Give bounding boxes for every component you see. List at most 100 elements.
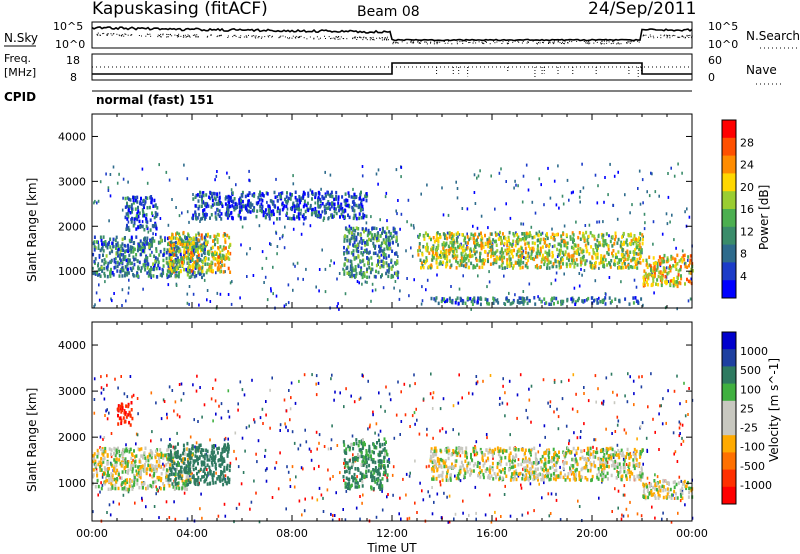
echo-cell — [652, 256, 655, 260]
noise-pixel — [559, 518, 562, 521]
noise-pixel — [573, 286, 576, 290]
echo-cell — [570, 297, 573, 301]
noise-pixel — [385, 385, 387, 389]
echo-cell — [221, 253, 224, 258]
echo-cell — [664, 269, 667, 274]
echo-cell — [672, 284, 675, 288]
echo-cell — [222, 234, 225, 238]
noise-pixel — [672, 431, 675, 435]
echo-cell — [455, 298, 458, 302]
echo-cell — [559, 248, 562, 252]
nsearch-dot — [174, 34, 176, 36]
echo-cell — [314, 192, 317, 196]
echo-cell — [444, 254, 447, 258]
nsearch-dot — [272, 35, 273, 37]
noise-pixel — [661, 422, 664, 426]
echo-cell — [583, 238, 586, 243]
echo-cell — [177, 238, 180, 242]
noise-pixel — [573, 431, 575, 435]
echo-cell — [174, 240, 177, 245]
echo-cell — [467, 258, 470, 263]
echo-cell — [617, 266, 620, 270]
noise-pixel — [676, 307, 678, 311]
noise-pixel — [279, 423, 282, 427]
echo-cell — [134, 207, 137, 211]
echo-cell — [216, 240, 219, 244]
echo-cell — [120, 267, 123, 272]
echo-cell — [652, 279, 655, 283]
echo-cell — [359, 233, 362, 237]
noise-pixel — [642, 462, 644, 466]
echo-cell — [640, 248, 643, 252]
noise-pixel — [654, 516, 656, 520]
noise-pixel — [448, 520, 451, 524]
echo-cell — [301, 214, 304, 219]
nsearch-dot — [149, 33, 151, 35]
echo-cell — [115, 243, 118, 247]
nsearch-dot — [337, 37, 339, 39]
noise-pixel — [224, 514, 227, 518]
echo-cell — [653, 264, 656, 269]
noise-pixel — [269, 242, 271, 246]
noise-pixel — [237, 465, 240, 469]
echo-cell — [140, 266, 143, 270]
echo-cell — [115, 246, 117, 250]
echo-cell — [93, 245, 96, 249]
nsearch-dot — [170, 33, 171, 35]
echo-cell — [669, 269, 672, 273]
nsearch-dot — [279, 36, 281, 38]
echo-cell — [649, 264, 652, 268]
echo-cell — [628, 254, 631, 258]
echo-cell — [130, 261, 133, 266]
echo-cell — [151, 211, 153, 215]
echo-cell — [293, 206, 296, 210]
nsearch-dot — [116, 33, 118, 35]
noise-pixel — [253, 479, 255, 483]
noise-pixel — [472, 224, 474, 228]
echo-cell — [191, 245, 194, 249]
nsearch-dot — [652, 35, 654, 37]
echo-cell — [132, 201, 135, 205]
echo-cell — [438, 233, 441, 237]
nsearch-dot — [255, 35, 257, 37]
echo-cell — [206, 268, 209, 273]
echo-cell — [680, 258, 683, 262]
echo-cell — [380, 264, 383, 268]
noise-pixel — [364, 280, 367, 284]
echo-cell — [636, 238, 639, 242]
noise-pixel — [359, 396, 362, 400]
noise-pixel — [266, 467, 268, 471]
noise-pixel — [320, 493, 323, 497]
noise-pixel — [223, 438, 226, 442]
noise-pixel — [673, 174, 676, 178]
nsearch-dot — [395, 41, 397, 43]
nsearch-dot — [122, 34, 124, 36]
noise-pixel — [475, 517, 477, 521]
echo-cell — [125, 225, 128, 230]
echo-cell — [483, 262, 486, 266]
noise-pixel — [508, 379, 511, 383]
echo-cell — [512, 298, 515, 303]
echo-cell — [536, 244, 539, 248]
echo-cell — [149, 196, 152, 200]
nsearch-dot — [563, 43, 565, 44]
echo-cell — [392, 226, 395, 231]
echo-cell — [481, 261, 484, 266]
nsearch-dot — [629, 41, 631, 43]
echo-cell — [210, 263, 213, 268]
noise-pixel — [622, 493, 625, 497]
echo-cell — [258, 198, 261, 202]
noise-pixel — [620, 517, 623, 521]
nsearch-dot — [465, 40, 467, 42]
noise-pixel — [544, 302, 546, 306]
noise-pixel — [553, 380, 556, 384]
echo-cell — [294, 195, 297, 200]
echo-cell — [218, 233, 220, 237]
echo-cell — [396, 259, 399, 264]
noise-pixel — [517, 474, 520, 478]
echo-cell — [578, 252, 581, 257]
echo-cell — [215, 234, 218, 239]
echo-cell — [516, 233, 519, 237]
echo-cell — [197, 269, 200, 273]
echo-cell — [183, 250, 186, 254]
